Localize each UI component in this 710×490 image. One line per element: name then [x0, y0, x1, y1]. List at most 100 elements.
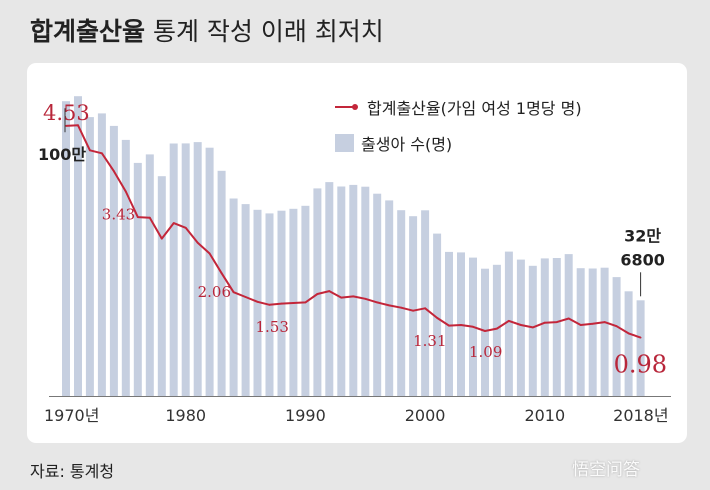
rate-label-2018: 0.98: [614, 351, 667, 379]
line-point-2004: [472, 325, 474, 328]
bar-1972: [85, 117, 94, 396]
line-point-1970: [65, 125, 67, 127]
line-point-1987: [268, 303, 271, 306]
bar-2011: [552, 258, 561, 396]
x-tick-1990: 1990: [285, 406, 326, 425]
rate-label-1983: 2.06: [198, 283, 231, 301]
bar-1986: [253, 209, 262, 396]
bar-2000: [421, 210, 430, 396]
line-point-1999: [412, 309, 414, 312]
bar-1994: [349, 184, 358, 396]
bar-2005: [481, 268, 489, 396]
bar-2018: [636, 300, 645, 396]
line-point-2012: [567, 317, 570, 320]
x-tick-2010: 2010: [524, 406, 565, 425]
x-tick-2018: 2018년: [613, 406, 668, 425]
bar-1991: [313, 188, 322, 396]
bar-1979: [169, 143, 178, 396]
bar-1996: [373, 193, 382, 396]
line-point-2010: [543, 321, 546, 324]
x-tick-2000: 2000: [405, 406, 446, 425]
line-point-2007: [508, 320, 510, 322]
line-point-1972: [89, 149, 91, 152]
legend-label-births: 출생아 수(명): [361, 135, 453, 154]
x-tick-1980: 1980: [165, 406, 206, 425]
watermark: 悟空问答: [572, 460, 640, 480]
chart-title-bold: 합계출산율: [30, 17, 146, 46]
rate-label-2005: 1.09: [469, 343, 502, 361]
bar-2007: [504, 251, 513, 396]
chart-title: 합계출산율 통계 작성 이래 최저치: [30, 12, 384, 48]
line-point-1986: [256, 300, 259, 303]
bar-1977: [145, 154, 154, 396]
line-point-1973: [101, 152, 103, 155]
line-point-1971: [77, 124, 79, 127]
bar-1974: [109, 125, 118, 397]
source-note: 자료: 통계청: [30, 462, 115, 481]
rate-label-2001: 1.31: [413, 332, 446, 350]
line-point-1984: [232, 291, 235, 294]
annotation-group: 4.53 3.43 2.06 1.53 1.31 1.09 0.98 100만 32만 6800: [38, 101, 667, 379]
bar-1985: [241, 204, 250, 396]
bar-group: [62, 96, 645, 397]
bar-1981: [193, 142, 202, 396]
legend-item-births: 출생아 수(명): [335, 131, 582, 155]
bar-2017: [624, 291, 633, 396]
line-point-1996: [376, 301, 379, 304]
chart-title-rest: 통계 작성 이래 최저치: [145, 17, 384, 46]
bar-2006: [492, 264, 501, 396]
bar-2002: [445, 251, 453, 396]
bar-2013: [576, 268, 585, 396]
x-axis: 1970년 1980 1990 2000 2010 2018년: [44, 396, 671, 425]
line-point-2009: [531, 326, 534, 329]
line-point-1979: [172, 222, 175, 225]
births-label-1970: 100만: [38, 145, 86, 164]
rate-label-1975: 3.43: [102, 206, 135, 224]
line-point-2005: [484, 330, 486, 332]
line-point-1980: [184, 226, 187, 229]
line-point-2002: [448, 324, 450, 327]
line-point-1977: [148, 216, 151, 219]
line-point-1985: [244, 296, 247, 298]
line-group: [65, 124, 642, 339]
bar-2008: [516, 259, 525, 396]
line-point-1982: [208, 252, 211, 255]
line-point-1994: [352, 295, 355, 298]
line-point-1976: [136, 216, 139, 219]
line-point-2018: [639, 336, 642, 339]
line-point-2003: [460, 324, 462, 326]
x-tick-1970: 1970년: [44, 406, 99, 425]
rate-label-1970: 4.53: [43, 101, 90, 125]
line-point-1978: [160, 237, 163, 240]
line-point-1993: [340, 296, 343, 299]
bar-2016: [612, 277, 621, 396]
legend-item-fertility: 합계출산율(가임 여성 1명당 명): [335, 95, 582, 119]
line-point-2014: [591, 322, 594, 325]
bar-1998: [397, 210, 406, 396]
line-point-2011: [555, 321, 558, 323]
bar-1992: [325, 182, 334, 396]
line-point-1975: [124, 190, 127, 193]
line-point-2008: [520, 324, 522, 326]
line-point-2001: [436, 317, 438, 319]
line-point-1997: [388, 304, 391, 307]
bar-2015: [600, 267, 609, 396]
line-point-2015: [603, 321, 606, 323]
line-point-1974: [113, 170, 115, 173]
bar-1984: [229, 198, 238, 396]
line-point-1991: [316, 293, 319, 295]
line-point-1990: [304, 301, 307, 304]
line-point-1988: [280, 302, 283, 305]
bar-1980: [181, 143, 190, 396]
bar-swatch-icon: [335, 134, 354, 152]
bar-1970: [62, 101, 70, 396]
bar-2001: [433, 233, 442, 396]
line-point-1981: [196, 241, 199, 244]
bar-1983: [217, 170, 226, 396]
bar-1976: [133, 162, 142, 396]
births-label-2018-line2: 6800: [620, 250, 665, 269]
bar-1973: [97, 113, 106, 397]
bar-1975: [121, 139, 130, 396]
bar-1999: [409, 216, 418, 396]
